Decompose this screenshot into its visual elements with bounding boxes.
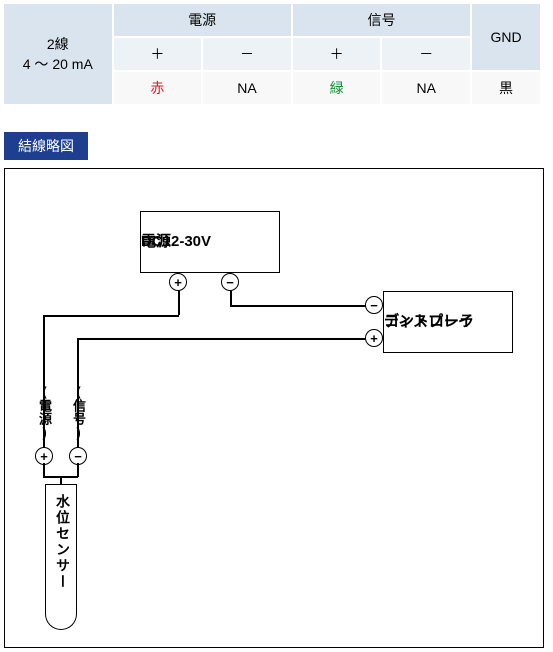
disp-l2: コントローラ (384, 312, 474, 332)
wire (178, 291, 180, 315)
plus-icon: + (365, 329, 383, 347)
row-label-1: 2線 (8, 34, 108, 54)
val-sp: 緑 (292, 71, 382, 105)
sensor-tip (45, 614, 77, 630)
wire-label-power: (電源) (35, 384, 54, 440)
wire (43, 463, 45, 477)
sensor-label: 水位センサー (53, 494, 73, 590)
sub-sm: － (381, 37, 471, 71)
plus-icon: + (169, 273, 187, 291)
hdr-power: 電源 (113, 3, 292, 37)
val-gnd: 黒 (471, 71, 541, 105)
hdr-signal: 信号 (292, 3, 471, 37)
minus-icon: − (221, 273, 239, 291)
val-pm: NA (202, 71, 292, 105)
wire (230, 291, 232, 305)
row-label-2: 4 ～ 20 mA (8, 54, 108, 74)
wiring-table: 2線 4 ～ 20 mA 電源 信号 GND ＋ － ＋ － 赤 NA 緑 NA… (2, 2, 542, 106)
val-pp: 赤 (113, 71, 203, 105)
power-l2: DC12-30V (141, 232, 211, 252)
wire (77, 463, 79, 477)
sub-pm: － (202, 37, 292, 71)
power-box: 電源 DC12-30V (140, 211, 280, 273)
display-box: ディスプレイ コントローラ (383, 291, 513, 353)
hdr-gnd: GND (471, 3, 541, 71)
section-title: 結線略図 (4, 132, 88, 160)
sub-sp: ＋ (292, 37, 382, 71)
wire (43, 315, 179, 317)
val-sm: NA (381, 71, 471, 105)
wire (60, 476, 62, 484)
minus-icon: − (365, 296, 383, 314)
wiring-diagram: 電源 DC12-30V + − ディスプレイ コントローラ − + (電源) +… (4, 168, 544, 648)
sub-pp: ＋ (113, 37, 203, 71)
wire-label-signal: (信号) (69, 384, 88, 440)
wire (230, 305, 366, 307)
wire (77, 338, 366, 340)
